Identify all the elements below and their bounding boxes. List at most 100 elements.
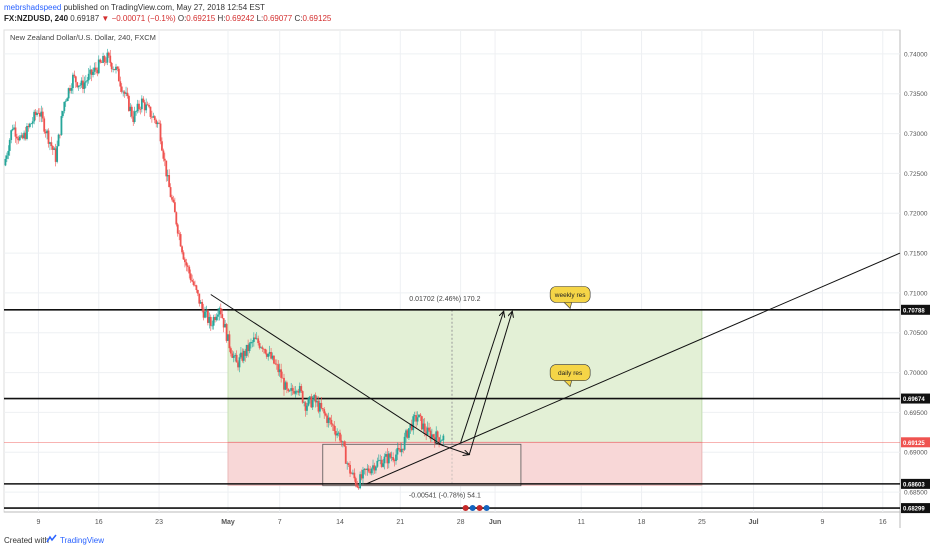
candle-body [159,123,162,142]
candle-body [11,128,14,131]
trend-line[interactable] [210,294,444,447]
candle-body [152,116,155,118]
last-price-label: 0.69125 [903,441,925,447]
trend-line[interactable] [365,252,901,485]
candle-body [36,112,38,116]
callout-bubble[interactable] [549,364,591,381]
candle-body [390,457,393,458]
y-tick-label: 0.72500 [904,171,928,178]
candle-body [166,175,169,177]
candle-body [176,224,179,234]
y-tick-label: 0.71000 [904,290,928,297]
candle-body [232,355,235,358]
candle-body [126,92,129,97]
candle-body [326,415,328,423]
candle-body [173,202,176,213]
demand-box[interactable] [322,443,522,487]
ohlc-legend: FX:NZDUSD, 240 0.69187 ▼ −0.00071 (−0.1%… [4,14,331,23]
event-flag-icon[interactable] [483,505,490,511]
candle-body [283,377,285,390]
candle-body [354,478,357,485]
candle-body [304,402,307,411]
candle-body [260,347,262,348]
candle-body [321,408,324,410]
candle-body [337,432,340,434]
candle-body [242,350,245,361]
projection-arrow[interactable] [460,311,504,443]
candle-body [125,92,127,94]
candle-body [293,390,295,394]
tradingview-link[interactable]: TradingView [60,536,105,545]
candle-body [145,104,148,111]
candle-body [201,301,204,309]
candle-body [7,150,10,156]
author-link[interactable]: mebrshadspeed [4,3,62,12]
candle-body [172,199,175,203]
projection-arrow[interactable] [468,311,512,455]
candle-body [277,364,280,373]
candle-body [366,468,369,470]
candle-body [63,101,66,112]
candle-body [96,69,99,74]
candle-body [20,135,23,137]
candle-body [373,465,376,471]
candle-body [92,71,94,75]
candle-body [28,123,31,127]
candle-body [61,111,64,117]
candle-body [94,67,97,70]
candle-body [102,56,104,63]
low-label: L: [256,14,264,23]
candle-body [284,382,287,390]
candle-body [397,448,400,450]
candle-body [275,363,278,365]
candle-body [5,155,8,159]
candle-body [419,414,422,417]
candle-body [412,416,415,431]
candle-body [149,106,152,117]
candle-body [415,415,418,422]
event-flag-icon[interactable] [476,505,483,511]
callout-bubble[interactable] [549,286,591,303]
candle-body [297,390,300,393]
candle-body [192,281,195,285]
candle-body [133,111,136,122]
candle-body [43,118,46,132]
open-value: 0.69215 [186,14,216,23]
candle-body [442,435,445,441]
candle-body [59,134,61,136]
x-tick-label: Jun [489,519,501,526]
candle-body [352,472,354,474]
y-tick-label: 0.73500 [904,91,928,98]
candle-body [290,388,293,391]
callout-text: daily res [558,370,583,377]
candle-body [199,301,202,304]
y-tick-label: 0.74000 [904,51,928,58]
candle-body [83,82,86,89]
candle-body [300,386,303,392]
candle-body [316,401,318,403]
candle-body [227,334,229,341]
candle-body [56,146,59,162]
candle-body [247,344,250,352]
price-chart[interactable]: 0.74000 0.73500 0.73000 0.72500 0.72000 0.715… [0,28,932,530]
target-zone[interactable] [227,309,703,443]
candle-body [46,130,48,134]
candle-body [347,463,350,465]
candle-body [84,81,87,83]
candle-body [308,396,311,399]
symbol-label[interactable]: FX:NZDUSD, 240 [4,14,69,23]
level-price-tag [901,503,930,514]
projection-arrow[interactable] [434,442,469,455]
candle-body [38,113,41,117]
candle-body [113,69,116,71]
y-tick-label: 0.71500 [904,251,928,258]
candle-body [90,69,93,75]
candle-body [120,86,123,92]
event-flag-icon[interactable] [469,505,476,511]
candle-body [222,318,225,328]
publish-info: mebrshadspeed published on TradingView.c… [4,3,265,12]
candle-body [244,350,247,356]
candle-body [274,363,277,365]
x-tick-label: 21 [396,519,404,526]
event-flag-icon[interactable] [462,505,469,511]
